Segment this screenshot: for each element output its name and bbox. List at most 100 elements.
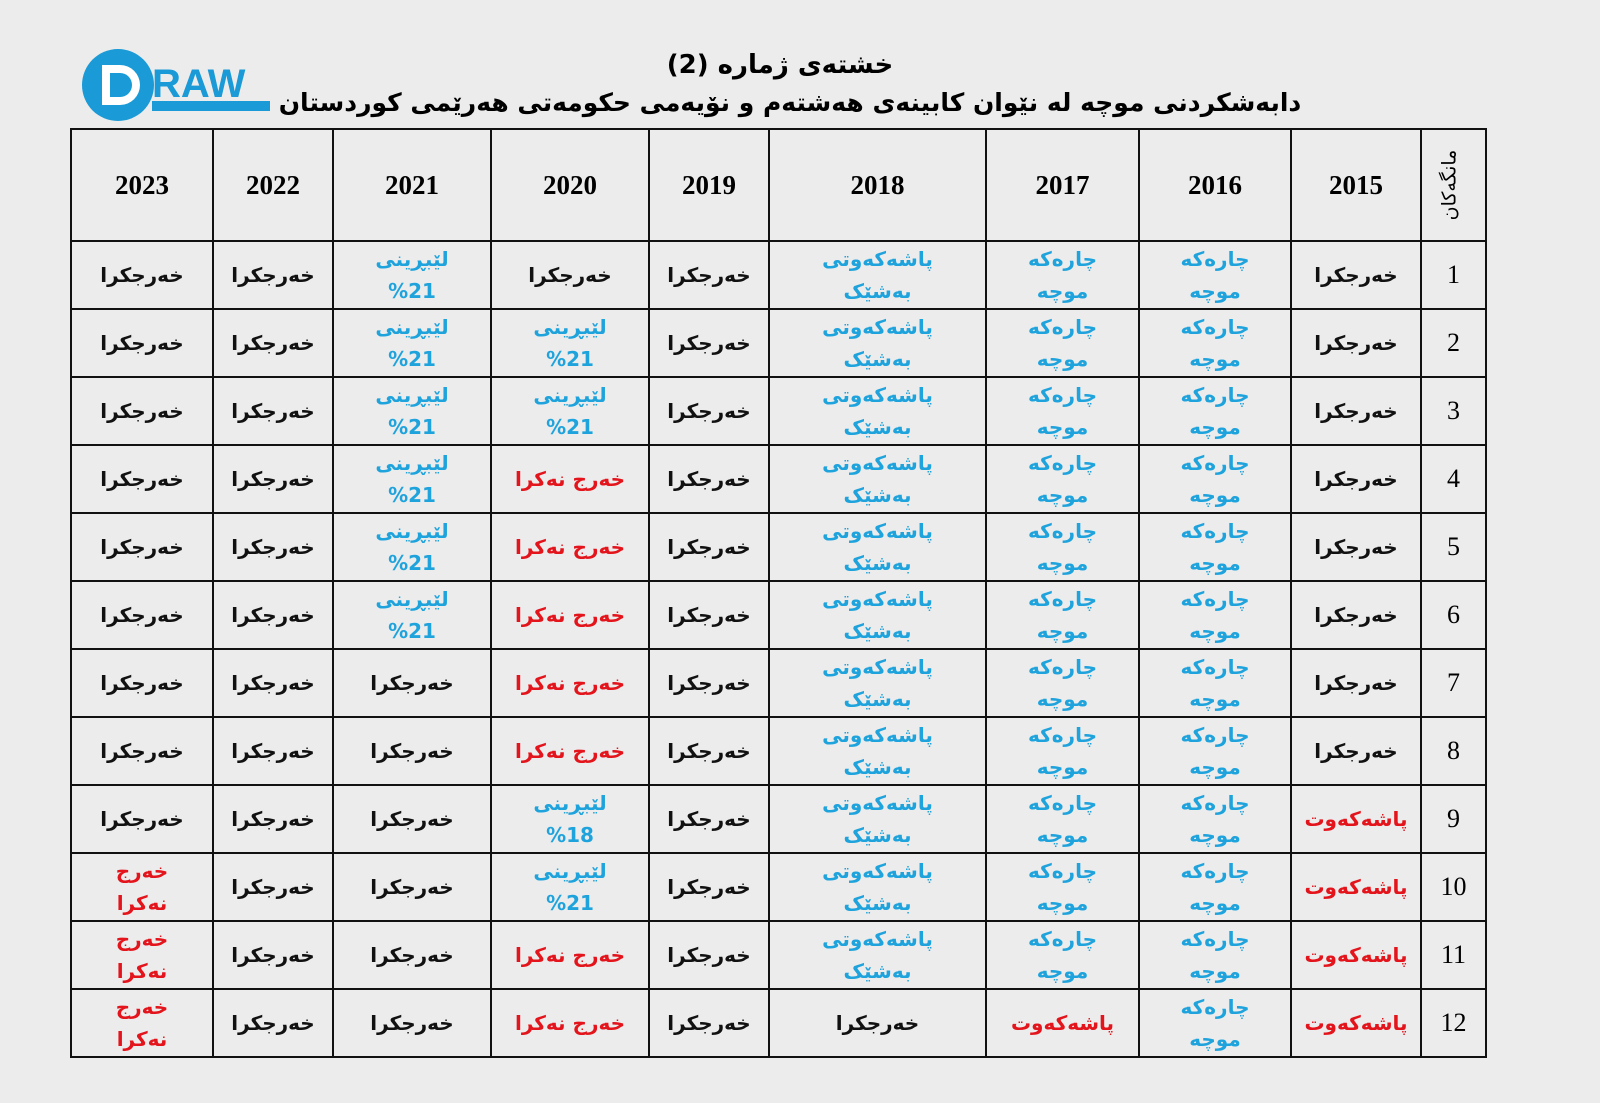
status-cell: خەرجکرا <box>1290 444 1422 514</box>
status-cell: خەرج نەکرا <box>490 716 650 786</box>
status-cell: خەرجکرا <box>648 920 770 990</box>
status-cell: خەرجکرا <box>1290 648 1422 718</box>
status-cell: خەرج نەکرا <box>490 580 650 650</box>
status-cell: چارەکە موچە <box>985 512 1140 582</box>
month-number: 1 <box>1420 240 1487 310</box>
header-row: مانگەکان 2015 2016 2017 2018 2019 2020 2021 202… <box>70 128 1487 242</box>
month-number: 12 <box>1420 988 1487 1058</box>
status-cell: خەرجکرا <box>332 648 492 718</box>
status-cell: خەرجکرا <box>70 240 214 310</box>
year-header: 2015 <box>1290 128 1422 242</box>
table-row: 9 پاشەکەوت چارەکە موچە چارەکە موچە پاشەکەوتی… <box>70 784 1487 854</box>
month-number: 8 <box>1420 716 1487 786</box>
draw-logo: RAW <box>82 49 270 121</box>
status-cell: خەرجکرا <box>212 376 334 446</box>
status-cell: خەرجکرا <box>648 308 770 378</box>
status-cell: چارەکە موچە <box>1138 308 1292 378</box>
month-number: 3 <box>1420 376 1487 446</box>
status-cell: خەرجکرا <box>648 648 770 718</box>
status-cell: خەرجکرا <box>1290 580 1422 650</box>
status-cell: چارەکە موچە <box>985 444 1140 514</box>
status-cell: چارەکە موچە <box>1138 988 1292 1058</box>
table-row: 12 پاشەکەوت چارەکە موچە پاشەکەوت خەرجکرا خەرج… <box>70 988 1487 1058</box>
status-cell: چارەکە موچە <box>1138 240 1292 310</box>
status-cell: خەرجکرا <box>332 716 492 786</box>
status-cell: چارەکە موچە <box>1138 580 1292 650</box>
status-cell: خەرجکرا <box>490 240 650 310</box>
table-row: 7 خەرجکرا چارەکە موچە چارەکە موچە پاشەکەوتی … <box>70 648 1487 718</box>
status-cell: خەرج نەکرا <box>490 920 650 990</box>
year-header: 2016 <box>1138 128 1292 242</box>
status-cell: خەرجکرا <box>768 988 987 1058</box>
month-number: 11 <box>1420 920 1487 990</box>
month-number: 10 <box>1420 852 1487 922</box>
status-cell: خەرجکرا <box>212 580 334 650</box>
status-cell: خەرجکرا <box>70 648 214 718</box>
status-cell: خەرج نەکرا <box>490 648 650 718</box>
status-cell: چارەکە موچە <box>985 580 1140 650</box>
status-cell: چارەکە موچە <box>1138 376 1292 446</box>
status-cell: چارەکە موچە <box>1138 648 1292 718</box>
status-cell: خەرجکرا <box>1290 240 1422 310</box>
status-cell: خەرجکرا <box>1290 376 1422 446</box>
status-cell: خەرجکرا <box>70 444 214 514</box>
status-cell: پاشەکەوتی بەشێک <box>768 512 987 582</box>
month-number: 6 <box>1420 580 1487 650</box>
table-row: 5 خەرجکرا چارەکە موچە چارەکە موچە پاشەکەوتی … <box>70 512 1487 582</box>
table-row: 10 پاشەکەوت چارەکە موچە چارەکە موچە پاشەکەوت… <box>70 852 1487 922</box>
status-cell: چارەکە موچە <box>1138 444 1292 514</box>
status-cell: لێبڕینی %21 <box>490 376 650 446</box>
table-title: خشتەی ژمارە (2) <box>666 50 894 80</box>
status-cell: چارەکە موچە <box>985 240 1140 310</box>
status-cell: خەرج نەکرا <box>70 988 214 1058</box>
status-cell: خەرجکرا <box>70 376 214 446</box>
status-cell: پاشەکەوت <box>1290 852 1422 922</box>
status-cell: خەرجکرا <box>212 920 334 990</box>
status-cell: پاشەکەوتی بەشێک <box>768 580 987 650</box>
status-cell: خەرجکرا <box>648 376 770 446</box>
status-cell: پاشەکەوتی بەشێک <box>768 852 987 922</box>
status-cell: چارەکە موچە <box>1138 716 1292 786</box>
table-row: 8 خەرجکرا چارەکە موچە چارەکە موچە پاشەکەوتی … <box>70 716 1487 786</box>
status-cell: پاشەکەوتی بەشێک <box>768 308 987 378</box>
status-cell: چارەکە موچە <box>985 648 1140 718</box>
year-header: 2022 <box>212 128 334 242</box>
status-cell: چارەکە موچە <box>985 716 1140 786</box>
status-cell: پاشەکەوت <box>985 988 1140 1058</box>
status-cell: چارەکە موچە <box>985 852 1140 922</box>
status-cell: پاشەکەوتی بەشێک <box>768 920 987 990</box>
status-cell: خەرجکرا <box>648 988 770 1058</box>
status-cell: خەرج نەکرا <box>70 852 214 922</box>
status-cell: خەرجکرا <box>648 852 770 922</box>
month-number: 7 <box>1420 648 1487 718</box>
month-number: 4 <box>1420 444 1487 514</box>
table-row: 4 خەرجکرا چارەکە موچە چارەکە موچە پاشەکەوتی … <box>70 444 1487 514</box>
status-cell: پاشەکەوتی بەشێک <box>768 376 987 446</box>
status-cell: لێبڕینی %21 <box>490 852 650 922</box>
year-header: 2021 <box>332 128 492 242</box>
table-row: 6 خەرجکرا چارەکە موچە چارەکە موچە پاشەکەوتی … <box>70 580 1487 650</box>
status-cell: لێبڕینی %21 <box>490 308 650 378</box>
status-cell: خەرجکرا <box>212 784 334 854</box>
table-row: 11 پاشەکەوت چارەکە موچە چارەکە موچە پاشەکەوت… <box>70 920 1487 990</box>
status-cell: لێبڕینی %21 <box>332 580 492 650</box>
status-cell: خەرجکرا <box>212 512 334 582</box>
status-cell: پاشەکەوتی بەشێک <box>768 716 987 786</box>
status-cell: خەرج نەکرا <box>490 512 650 582</box>
status-cell: خەرج نەکرا <box>490 988 650 1058</box>
status-cell: خەرجکرا <box>212 852 334 922</box>
year-header: 2020 <box>490 128 650 242</box>
status-cell: خەرجکرا <box>1290 308 1422 378</box>
status-cell: لێبڕینی %21 <box>332 240 492 310</box>
table-row: 3 خەرجکرا چارەکە موچە چارەکە موچە پاشەکەوتی … <box>70 376 1487 446</box>
status-cell: خەرجکرا <box>212 648 334 718</box>
status-cell: خەرجکرا <box>648 240 770 310</box>
status-cell: پاشەکەوتی بەشێک <box>768 444 987 514</box>
status-cell: پاشەکەوت <box>1290 784 1422 854</box>
status-cell: خەرجکرا <box>212 716 334 786</box>
status-cell: خەرجکرا <box>648 580 770 650</box>
status-cell: چارەکە موچە <box>1138 784 1292 854</box>
year-header: 2019 <box>648 128 770 242</box>
status-cell: لێبڕینی %21 <box>332 512 492 582</box>
year-header: 2017 <box>985 128 1140 242</box>
